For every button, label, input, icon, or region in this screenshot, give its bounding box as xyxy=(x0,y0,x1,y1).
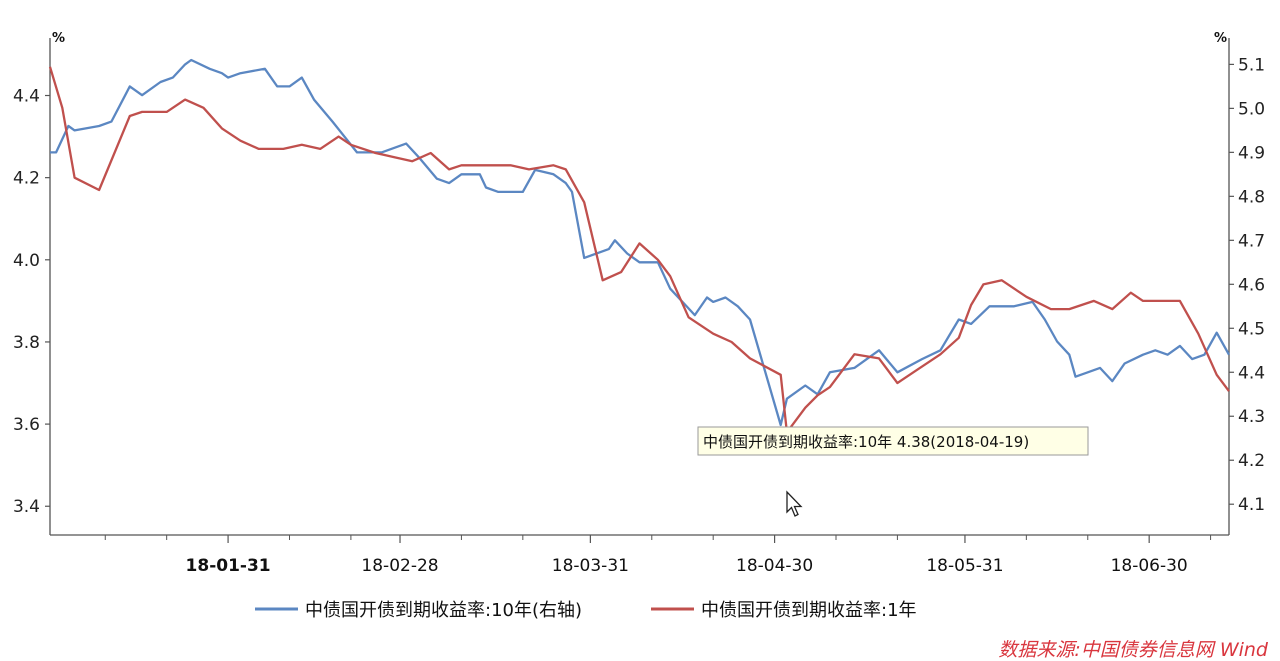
x-tick-label: 18-01-31 xyxy=(186,556,271,576)
right-tick-label: 4.6 xyxy=(1238,275,1265,295)
chart-axes xyxy=(49,38,1230,536)
x-tick-label: 18-05-31 xyxy=(926,556,1003,576)
right-tick-label: 4.9 xyxy=(1238,143,1265,163)
left-tick-label: 3.8 xyxy=(13,333,40,353)
legend-label-1y: 中债国开债到期收益率:1年 xyxy=(701,600,917,621)
x-tick-label: 18-04-30 xyxy=(736,556,813,576)
right-tick-label: 4.5 xyxy=(1238,319,1265,339)
legend-label-10y: 中债国开债到期收益率:10年(右轴) xyxy=(305,600,582,621)
series-lines xyxy=(48,58,1231,434)
right-y-axis: 4.1 4.2 4.3 4.4 4.5 4.6 4.7 4.8 4.9 5.0 5.1 xyxy=(1229,55,1265,515)
left-axis-unit: % xyxy=(52,31,65,46)
right-axis-unit: % xyxy=(1214,31,1227,46)
left-tick-label: 4.4 xyxy=(13,87,40,107)
left-y-axis: 3.4 3.6 3.8 4.0 4.2 4.4 xyxy=(13,87,50,517)
right-tick-label: 4.4 xyxy=(1238,363,1265,383)
left-tick-label: 3.4 xyxy=(13,497,40,517)
x-tick-label: 18-06-30 xyxy=(1111,556,1188,576)
mouse-cursor-icon xyxy=(786,490,803,517)
series-line-10y xyxy=(50,58,1231,427)
tooltip-box xyxy=(697,426,1089,456)
right-tick-label: 5.1 xyxy=(1238,55,1265,75)
series-line-1y xyxy=(48,66,1230,434)
right-tick-label: 4.2 xyxy=(1238,451,1265,471)
right-tick-label: 4.8 xyxy=(1238,187,1265,207)
right-tick-label: 5.0 xyxy=(1238,99,1265,119)
tooltip: 中债国开债到期收益率:10年 4.38(2018-04-19) xyxy=(697,426,1089,456)
x-tick-label: 18-03-31 xyxy=(552,556,629,576)
left-tick-label: 3.6 xyxy=(13,415,40,435)
left-tick-label: 4.0 xyxy=(13,251,40,271)
legend: 中债国开债到期收益率:10年(右轴) 中债国开债到期收益率:1年 xyxy=(255,600,917,621)
right-tick-label: 4.3 xyxy=(1238,407,1265,427)
data-source: 数据来源:中国债券信息网 Wind xyxy=(998,639,1269,661)
left-tick-label: 4.2 xyxy=(13,169,40,189)
right-tick-label: 4.7 xyxy=(1238,231,1265,251)
x-tick-label: 18-02-28 xyxy=(361,556,438,576)
right-tick-label: 4.1 xyxy=(1238,495,1265,515)
tooltip-text: 中债国开债到期收益率:10年 4.38(2018-04-19) xyxy=(703,433,1029,451)
x-axis: 18-01-31 18-02-28 18-03-31 18-04-30 18-05-31… xyxy=(104,535,1212,576)
